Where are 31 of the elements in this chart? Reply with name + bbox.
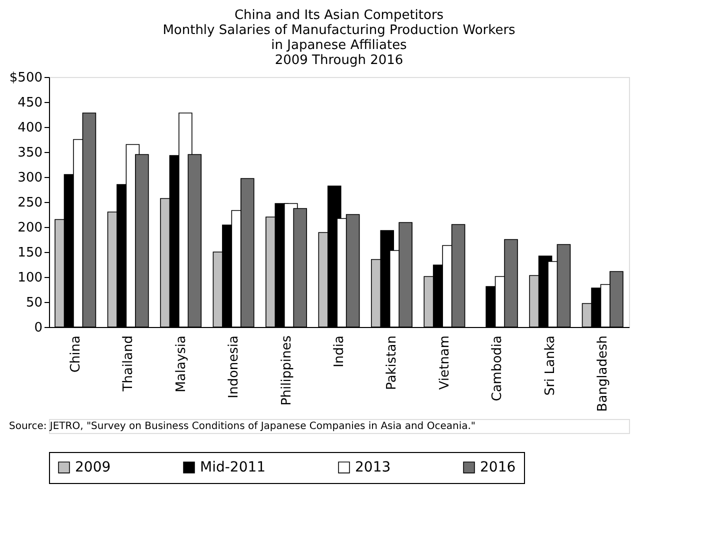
y-tick-label: 300	[18, 170, 42, 186]
x-tick-label: India	[332, 336, 347, 368]
x-tick-label: Pakistan	[384, 336, 400, 390]
y-tick-label: $500	[9, 70, 42, 86]
legend-label: Mid-2011	[200, 459, 266, 476]
legend-label: 2013	[355, 459, 391, 476]
x-tick-label: Indonesia	[226, 336, 242, 398]
text: Monthly Salaries of Manufacturing Production Workers	[162, 23, 516, 38]
y-tick-label: 50	[26, 296, 42, 310]
x-tick-label: Philippines	[279, 335, 294, 406]
y-tick-label: 400	[18, 120, 42, 136]
x-tick-label: Thailand	[121, 336, 136, 392]
y-tick-label: 100	[18, 270, 42, 286]
text: 2009 Through 2016	[274, 53, 404, 68]
x-tick-label: Vietnam	[437, 336, 452, 390]
source-note: Source: JETRO, "Survey on Business Conditions of Japanese Companies in Asia and Oceania."	[9, 421, 476, 432]
text: in Japanese Affiliates	[271, 38, 407, 53]
legend-label: 2016	[480, 459, 516, 476]
y-tick-label: 200	[18, 220, 42, 236]
y-tick-label: 450	[18, 96, 42, 110]
x-tick-label: Malaysia	[174, 336, 189, 392]
y-tick-label: 250	[18, 196, 42, 210]
text: China and Its Asian Competitors	[234, 8, 444, 23]
y-tick-label: 0	[34, 320, 42, 336]
x-tick-label: China	[68, 336, 84, 373]
x-tick-label: Bangladesh	[596, 336, 611, 412]
legend-label: 2009	[75, 459, 111, 476]
x-tick-label: Sri Lanka	[542, 336, 558, 396]
y-tick-label: 350	[18, 146, 42, 160]
x-tick-label: Cambodia	[490, 336, 506, 402]
y-tick-label: 150	[18, 246, 42, 260]
